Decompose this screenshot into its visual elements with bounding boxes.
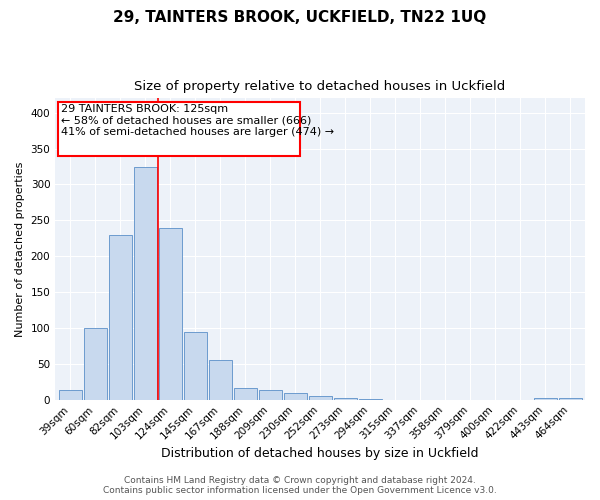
Bar — [533, 398, 557, 400]
Bar — [109, 234, 131, 400]
Bar — [158, 228, 182, 400]
Bar — [334, 398, 356, 400]
Bar — [134, 166, 157, 400]
Bar — [284, 394, 307, 400]
Text: 29 TAINTERS BROOK: 125sqm
← 58% of detached houses are smaller (666)
41% of semi: 29 TAINTERS BROOK: 125sqm ← 58% of detac… — [61, 104, 335, 138]
Bar — [83, 328, 107, 400]
Y-axis label: Number of detached properties: Number of detached properties — [15, 162, 25, 336]
Bar — [308, 396, 332, 400]
FancyBboxPatch shape — [58, 102, 300, 156]
Title: Size of property relative to detached houses in Uckfield: Size of property relative to detached ho… — [134, 80, 506, 93]
Bar — [259, 390, 281, 400]
Bar — [209, 360, 232, 400]
Bar — [233, 388, 257, 400]
X-axis label: Distribution of detached houses by size in Uckfield: Distribution of detached houses by size … — [161, 447, 479, 460]
Bar — [184, 332, 206, 400]
Text: Contains HM Land Registry data © Crown copyright and database right 2024.
Contai: Contains HM Land Registry data © Crown c… — [103, 476, 497, 495]
Bar — [359, 399, 382, 400]
Bar — [59, 390, 82, 400]
Bar — [559, 398, 581, 400]
Text: 29, TAINTERS BROOK, UCKFIELD, TN22 1UQ: 29, TAINTERS BROOK, UCKFIELD, TN22 1UQ — [113, 10, 487, 25]
